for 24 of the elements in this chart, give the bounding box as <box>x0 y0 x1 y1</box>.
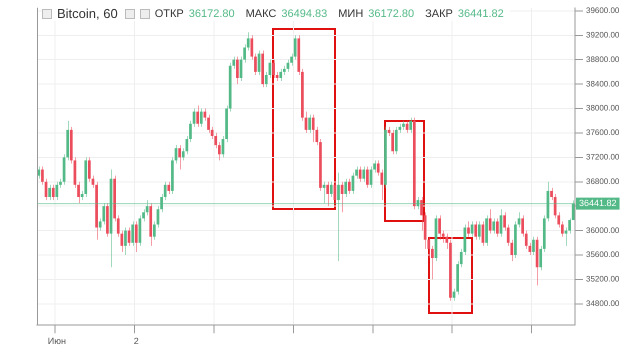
annotation: 36494.83 <box>281 8 328 20</box>
annotation: ОТКР <box>154 8 184 20</box>
y-tick-label: 38000.00 <box>586 104 620 113</box>
y-tick-label: 37600.00 <box>586 128 620 138</box>
annotation: 36172.80 <box>188 8 235 20</box>
y-tick-label: 39600.00 <box>586 6 620 16</box>
annotation: МИН <box>338 8 364 20</box>
y-tick-label: 38800.00 <box>586 54 620 64</box>
chart-title: Bitcoin, 60 <box>57 6 118 21</box>
y-tick-label: 39200.00 <box>586 30 620 40</box>
annotation: ЗАКР <box>425 8 453 20</box>
annotation: МАКС <box>246 8 276 20</box>
y-tick-label: 35600.00 <box>586 250 620 260</box>
y-tick-label: 37200.00 <box>586 152 620 162</box>
annotation: 36441.82 <box>458 8 504 20</box>
y-tick-label: 34800.00 <box>586 299 620 308</box>
y-tick-label: 36800.00 <box>586 176 620 186</box>
x-tick-label: 2 <box>134 336 139 346</box>
x-tick-label: Июн <box>48 336 66 346</box>
y-tick-label: 38400.00 <box>586 79 620 88</box>
y-tick-label: 35200.00 <box>586 274 620 284</box>
y-tick-label: 36000.00 <box>586 226 620 235</box>
ref-line-label: 36441.82 <box>579 198 617 208</box>
annotation: 36172.80 <box>368 8 414 20</box>
